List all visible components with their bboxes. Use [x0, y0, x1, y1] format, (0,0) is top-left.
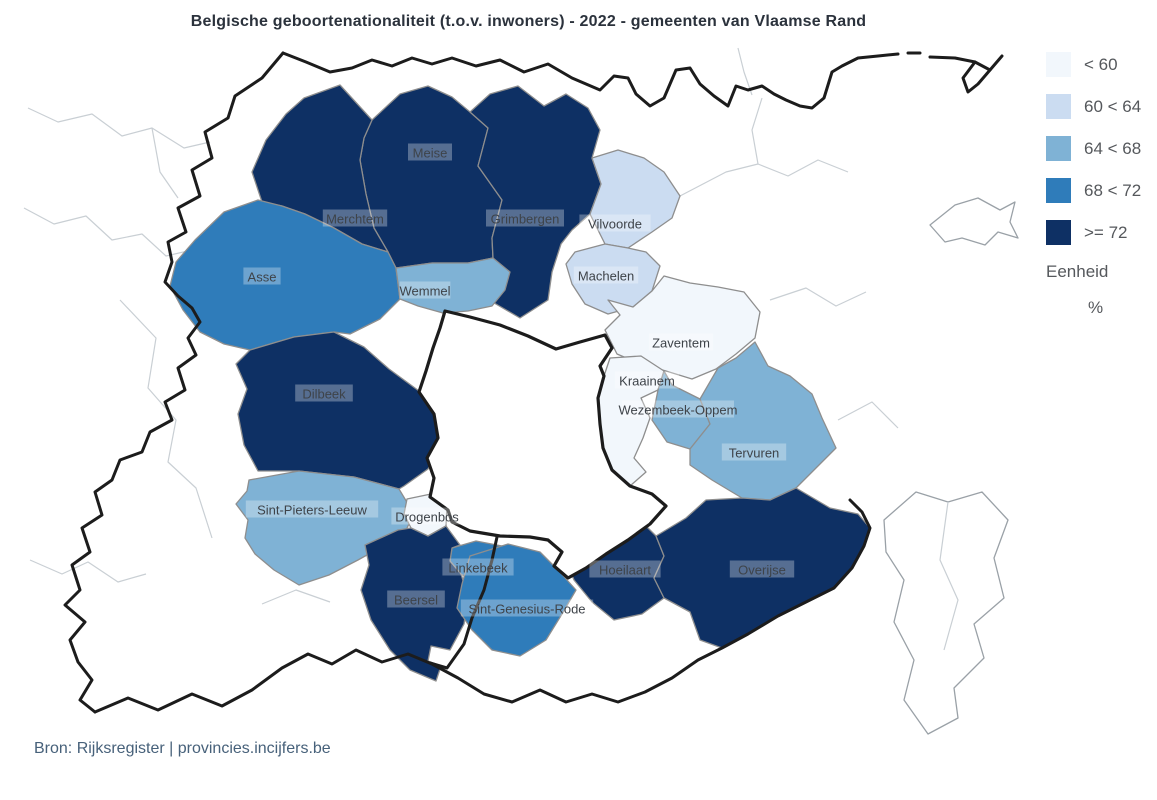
legend: < 60 60 < 64 64 < 68 68 < 72 >= 72 Eenheid %: [1046, 52, 1141, 318]
legend-swatch: [1046, 94, 1071, 119]
label-box-hoeilaart: [589, 560, 661, 578]
label-tervuren: Tervuren: [729, 446, 780, 461]
legend-item: 64 < 68: [1046, 136, 1141, 161]
legend-label: < 60: [1084, 54, 1118, 74]
label-spl: Sint-Pieters-Leeuw: [257, 503, 367, 518]
municipality-beersel[interactable]: [360, 525, 469, 682]
municipality-tervuren[interactable]: [689, 341, 837, 501]
neighbor-border-line: [769, 287, 867, 307]
label-grimbergen: Grimbergen: [491, 212, 560, 227]
legend-label: 68 < 72: [1084, 180, 1142, 200]
label-asse: Asse: [248, 270, 277, 285]
label-hoeilaart: Hoeilaart: [599, 563, 651, 578]
label-box-machelen: [573, 266, 639, 284]
label-box-wemmel: [399, 281, 451, 299]
regional-boundaries: [63, 51, 1004, 714]
region-boundary-line: [63, 51, 285, 714]
label-machelen: Machelen: [578, 269, 634, 284]
label-box-wezembeek: [622, 400, 734, 418]
region-boundary-line: [961, 60, 992, 94]
municipality-dilbeek[interactable]: [235, 331, 442, 490]
municipality-asse[interactable]: [169, 199, 401, 351]
neighbor-border-line: [151, 127, 179, 199]
legend-swatch: [1046, 136, 1071, 161]
legend-item: 68 < 72: [1046, 178, 1141, 203]
label-merchtem: Merchtem: [326, 212, 384, 227]
neighbor-border-line: [679, 159, 849, 197]
neighbor-border-line: [27, 107, 211, 149]
legend-label: 64 < 68: [1084, 138, 1142, 158]
label-vilvoorde: Vilvoorde: [588, 217, 642, 232]
label-box-spl: [245, 500, 379, 518]
neighboring-municipalities: [23, 47, 1019, 735]
label-box-merchtem: [322, 209, 388, 227]
label-box-kraainem: [614, 371, 680, 389]
municipality-labels: Meise Merchtem Grimbergen Vilvoorde Machelen…: [243, 143, 795, 617]
municipality-wemmel[interactable]: [395, 257, 511, 314]
municipality-rode[interactable]: [456, 543, 577, 657]
neighbor-border-line: [119, 299, 213, 539]
label-kraainem: Kraainem: [619, 374, 675, 389]
label-box-vilvoorde: [579, 214, 651, 232]
region-boundary-line: [93, 498, 872, 714]
municipality-vilvoorde[interactable]: [589, 149, 681, 249]
legend-item: >= 72: [1046, 220, 1141, 245]
legend-item: < 60: [1046, 52, 1141, 77]
label-box-grimbergen: [486, 209, 564, 227]
label-overijse: Overijse: [738, 563, 786, 578]
neighbor-outline: [929, 197, 1019, 246]
legend-unit-value: %: [1088, 298, 1104, 317]
legend-item: 60 < 64: [1046, 94, 1141, 119]
label-box-drogenbos: [391, 507, 463, 525]
neighbor-border-line: [737, 47, 753, 96]
label-linkebeek: Linkebeek: [448, 561, 508, 576]
label-box-tervuren: [721, 443, 787, 461]
neighbor-border-line: [261, 589, 331, 605]
neighbor-border-line: [837, 401, 899, 429]
legend-unit-label: Eenheid: [1046, 262, 1109, 281]
legend-swatch: [1046, 52, 1071, 77]
region-boundary-line: [281, 51, 900, 110]
label-drogenbos: Drogenbos: [395, 510, 459, 525]
neighbor-border-line: [939, 501, 959, 651]
legend-swatch: [1046, 220, 1071, 245]
label-wemmel: Wemmel: [399, 284, 450, 299]
label-box-zaventem: [648, 333, 714, 351]
region-boundary-line: [928, 54, 1004, 72]
label-box-linkebeek: [442, 558, 514, 576]
neighbor-border-line: [751, 97, 763, 165]
label-dilbeek: Dilbeek: [302, 387, 346, 402]
label-box-beersel: [387, 590, 445, 608]
chart-title: Belgische geboortenationaliteit (t.o.v. …: [190, 13, 867, 30]
legend-swatch: [1046, 178, 1071, 203]
municipality-grimbergen[interactable]: [469, 85, 602, 319]
label-box-asse: [243, 267, 281, 285]
region-boundary-line: [428, 535, 499, 670]
municipalities: [169, 84, 871, 682]
legend-label: 60 < 64: [1084, 96, 1142, 116]
label-beersel: Beersel: [394, 593, 438, 608]
legend-items: < 60 60 < 64 64 < 68 68 < 72 >= 72: [1046, 52, 1141, 245]
municipality-zaventem[interactable]: [604, 275, 761, 380]
label-box-overijse: [729, 560, 795, 578]
label-meise: Meise: [413, 146, 448, 161]
label-wezembeek: Wezembeek-Oppem: [619, 403, 738, 418]
legend-label: >= 72: [1084, 222, 1128, 242]
neighbor-border-line: [29, 559, 147, 583]
source-attribution: Bron: Rijksregister | provincies.incijfe…: [34, 740, 331, 757]
municipality-spl[interactable]: [235, 470, 415, 586]
brussels-region-outline: [417, 309, 668, 580]
label-box-meise: [408, 143, 452, 161]
label-box-rode: [460, 599, 594, 617]
label-box-dilbeek: [295, 384, 353, 402]
label-rode: Sint-Genesius-Rode: [468, 602, 585, 617]
neighbor-outline: [883, 491, 1009, 735]
label-zaventem: Zaventem: [652, 336, 710, 351]
